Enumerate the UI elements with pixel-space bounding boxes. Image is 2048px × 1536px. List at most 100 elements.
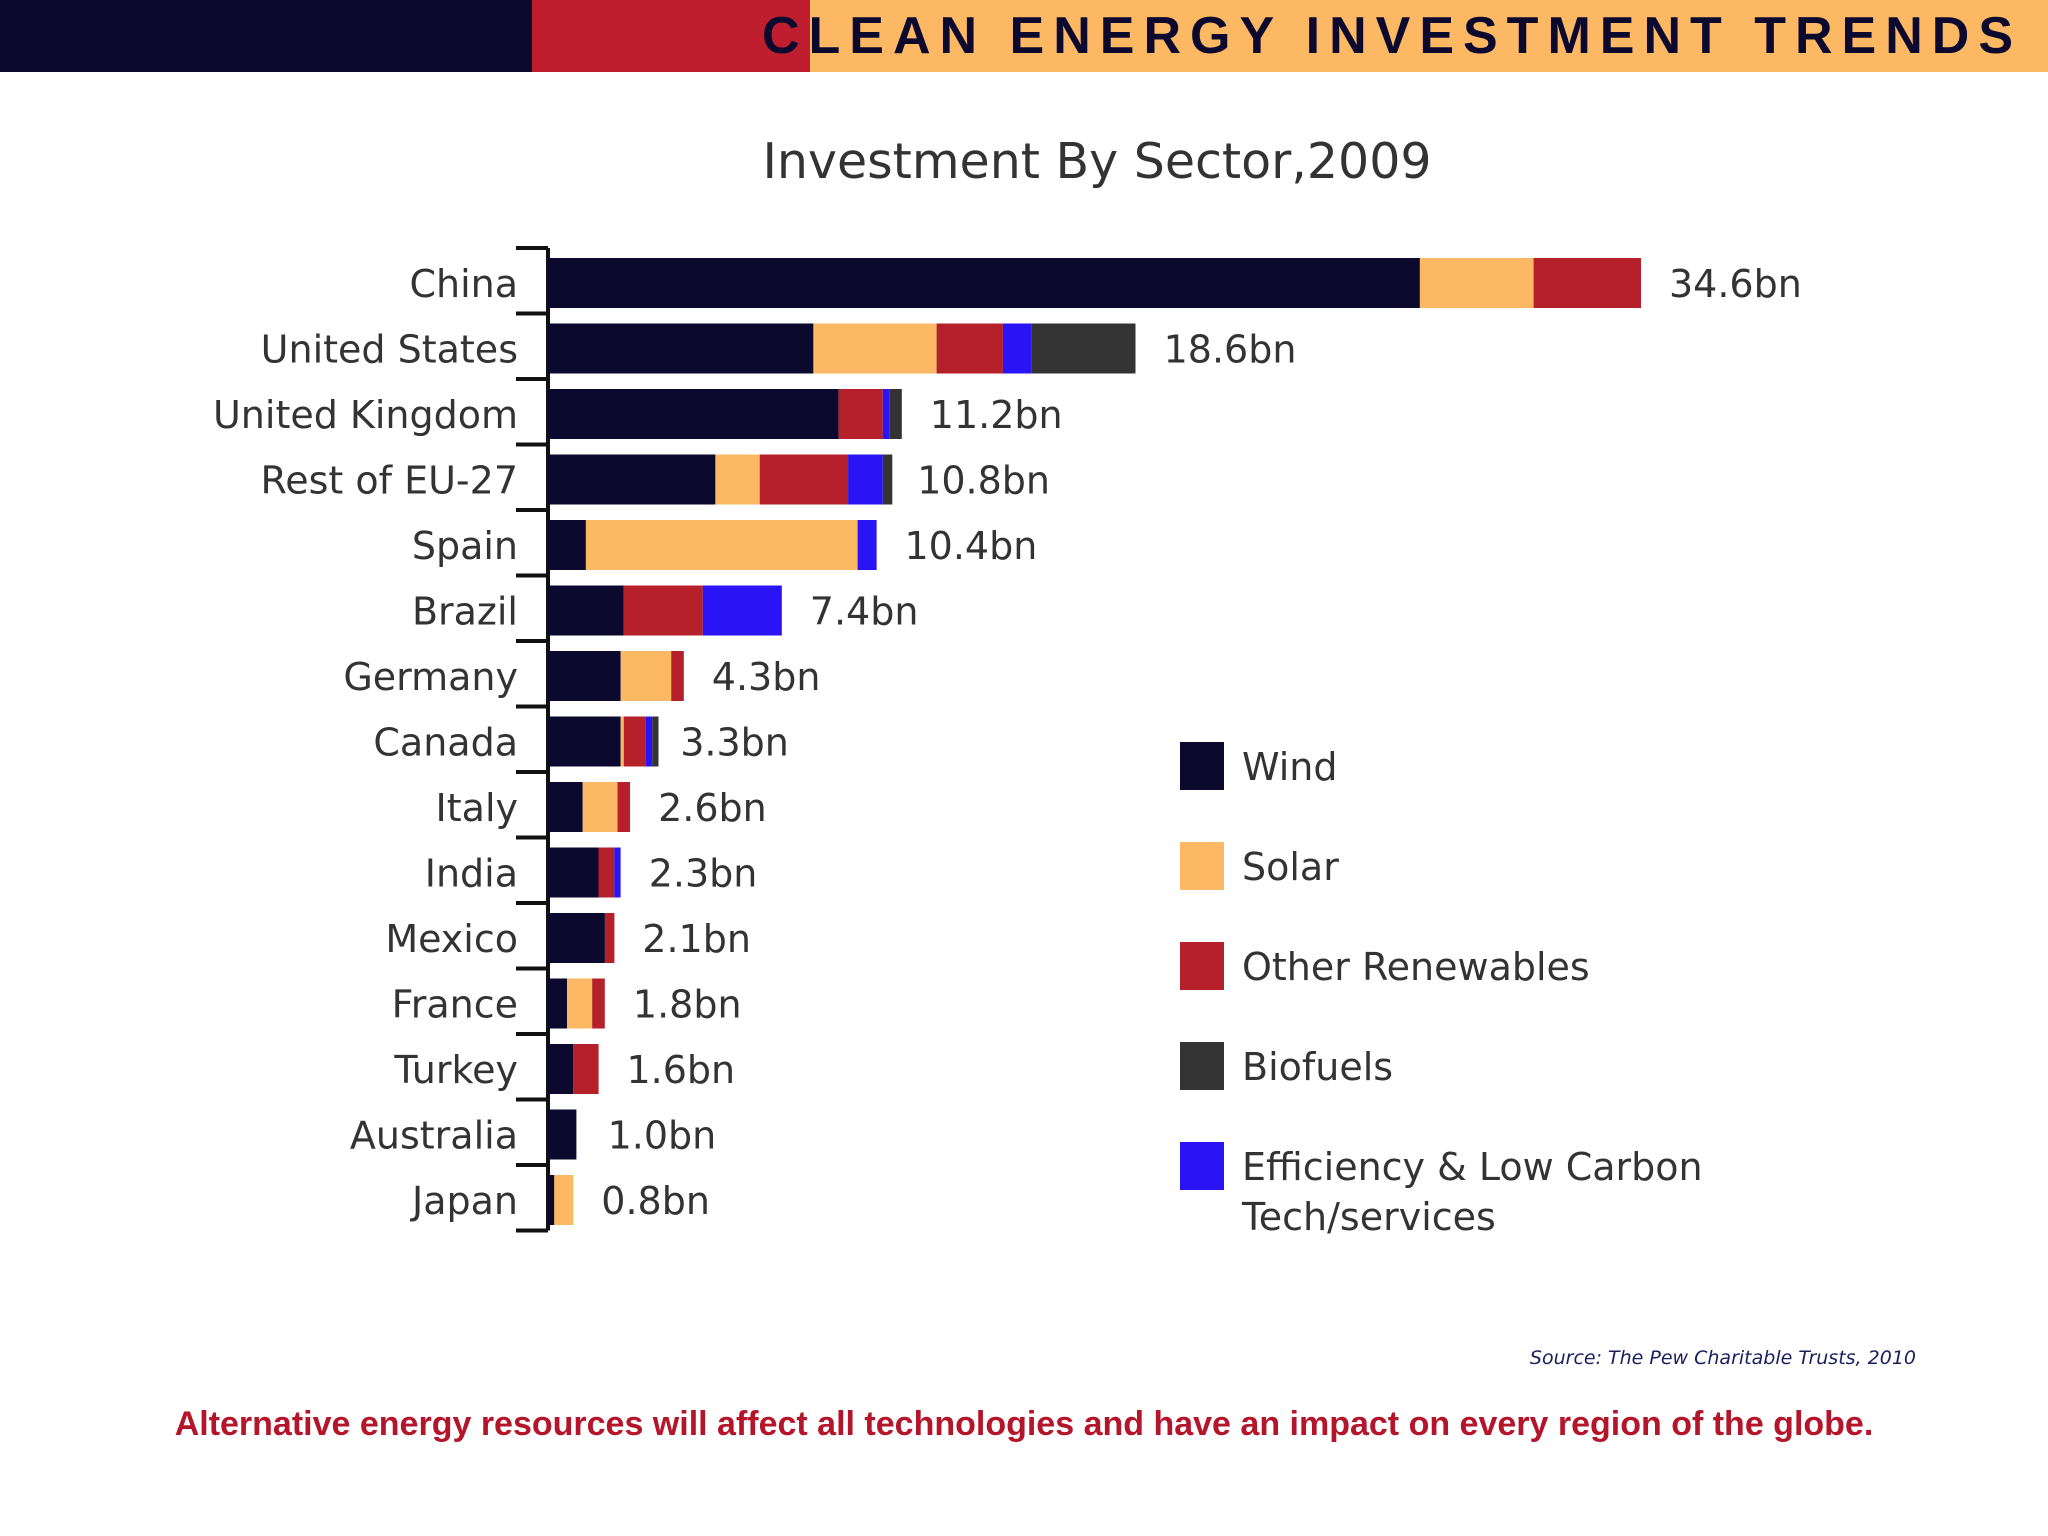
category-label-italy: Italy bbox=[436, 786, 518, 830]
bar-india-efficiency-low-carbon-tech-services bbox=[614, 847, 621, 898]
header-bar-orange-segment bbox=[810, 0, 2048, 72]
category-label-united-kingdom: United Kingdom bbox=[213, 393, 518, 437]
header-bar: CLEAN ENERGY INVESTMENT TRENDS bbox=[0, 0, 2048, 72]
bar-canada-efficiency-low-carbon-tech-services bbox=[645, 716, 653, 767]
total-label-mexico: 2.1bn bbox=[642, 917, 751, 961]
legend-label-wind: Wind bbox=[1242, 745, 1338, 789]
legend-swatch-biofuels bbox=[1180, 1042, 1224, 1090]
bar-canada-wind bbox=[548, 716, 621, 767]
bar-china-wind bbox=[548, 258, 1420, 308]
bar-brazil-efficiency-low-carbon-tech-services bbox=[702, 585, 782, 636]
y-axis bbox=[516, 246, 550, 1233]
total-label-turkey: 1.6bn bbox=[627, 1048, 736, 1092]
bar-spain-solar bbox=[585, 520, 858, 570]
bar-australia-wind bbox=[548, 1109, 577, 1160]
bar-france-other-renewables bbox=[592, 978, 605, 1029]
bar-rest-of-eu-27-solar bbox=[715, 454, 760, 505]
legend-label-biofuels: Biofuels bbox=[1242, 1045, 1393, 1089]
legend-label-efficiency-low-carbon: Efficiency & Low Carbon bbox=[1242, 1145, 1703, 1189]
legend-swatch-efficiency-low-carbon bbox=[1180, 1142, 1224, 1190]
bar-united-states-other-renewables bbox=[936, 323, 1003, 374]
bar-turkey-wind bbox=[548, 1044, 574, 1094]
bar-china-other-renewables bbox=[1533, 258, 1641, 308]
bar-united-states-biofuels bbox=[1031, 323, 1136, 374]
legend-swatch-other-renewables bbox=[1180, 942, 1224, 990]
category-label-australia: Australia bbox=[350, 1114, 518, 1158]
tagline: Alternative energy resources will affect… bbox=[174, 1405, 1874, 1443]
bar-united-kingdom-biofuels bbox=[889, 389, 902, 439]
bar-china-solar bbox=[1419, 258, 1534, 308]
total-label-china: 34.6bn bbox=[1669, 262, 1802, 306]
bar-canada-other-renewables bbox=[623, 716, 646, 767]
bar-spain-wind bbox=[548, 520, 586, 570]
investment-by-sector-chart: Investment By Sector,2009 China United St… bbox=[213, 133, 1802, 1239]
bar-united-kingdom-wind bbox=[548, 389, 839, 439]
total-value-labels: 34.6bn 18.6bn 11.2bn 10.8bn 10.4bn 7.4bn 4.3bn… bbox=[601, 262, 1802, 1223]
legend-label-other-renewables: Other Renewables bbox=[1242, 945, 1590, 989]
legend-label-solar: Solar bbox=[1242, 845, 1339, 889]
bar-mexico-wind bbox=[548, 913, 605, 963]
total-label-italy: 2.6bn bbox=[658, 786, 767, 830]
category-labels: China United States United Kingdom Rest of … bbox=[213, 262, 518, 1223]
total-label-brazil: 7.4bn bbox=[810, 590, 919, 634]
bar-rest-of-eu-27-wind bbox=[548, 454, 716, 505]
category-label-rest-of-eu-27: Rest of EU-27 bbox=[261, 459, 518, 503]
category-label-canada: Canada bbox=[373, 721, 518, 765]
bar-japan-solar bbox=[554, 1175, 574, 1225]
bar-italy-wind bbox=[548, 782, 583, 832]
bar-turkey-other-renewables bbox=[573, 1044, 599, 1094]
category-label-brazil: Brazil bbox=[412, 590, 518, 634]
legend: Wind Solar Other Renewables Biofuels Efficie… bbox=[1180, 742, 1703, 1239]
category-label-united-states: United States bbox=[261, 328, 518, 372]
total-label-germany: 4.3bn bbox=[712, 655, 821, 699]
category-label-germany: Germany bbox=[343, 655, 518, 699]
bar-spain-efficiency-low-carbon-tech-services bbox=[857, 520, 877, 570]
bar-united-kingdom-other-renewables bbox=[838, 389, 883, 439]
bar-germany-wind bbox=[548, 651, 621, 701]
bar-italy-solar bbox=[582, 782, 618, 832]
bar-rest-of-eu-27-other-renewables bbox=[759, 454, 849, 505]
legend-label-line2-tech-services: Tech/services bbox=[1241, 1195, 1496, 1239]
total-label-united-kingdom: 11.2bn bbox=[930, 393, 1063, 437]
category-label-china: China bbox=[409, 262, 518, 306]
bar-italy-other-renewables bbox=[617, 782, 631, 832]
bar-canada-biofuels bbox=[652, 716, 659, 767]
legend-swatch-wind bbox=[1180, 742, 1224, 790]
header-bar-navy-segment bbox=[0, 0, 532, 72]
bar-france-solar bbox=[567, 978, 593, 1029]
bar-brazil-wind bbox=[548, 585, 624, 636]
bar-germany-other-renewables bbox=[671, 651, 684, 701]
bar-united-states-efficiency-low-carbon-tech-services bbox=[1002, 323, 1032, 374]
bar-japan-wind bbox=[548, 1175, 555, 1225]
total-label-france: 1.8bn bbox=[633, 983, 742, 1027]
source-citation: Source: The Pew Charitable Trusts, 2010 bbox=[1529, 1347, 1916, 1369]
bar-united-states-wind bbox=[548, 323, 814, 374]
header-bar-red-segment bbox=[532, 0, 810, 72]
bar-germany-solar bbox=[620, 651, 672, 701]
category-label-turkey: Turkey bbox=[393, 1048, 518, 1092]
bar-brazil-other-renewables bbox=[623, 585, 703, 636]
bar-rest-of-eu-27-efficiency-low-carbon-tech-services bbox=[848, 454, 883, 505]
category-label-spain: Spain bbox=[412, 524, 518, 568]
bar-france-wind bbox=[548, 978, 567, 1029]
category-label-mexico: Mexico bbox=[385, 917, 518, 961]
total-label-japan: 0.8bn bbox=[601, 1179, 710, 1223]
bar-canada-solar bbox=[620, 716, 624, 767]
bar-india-other-renewables bbox=[598, 847, 615, 898]
total-label-canada: 3.3bn bbox=[680, 721, 789, 765]
total-label-spain: 10.4bn bbox=[905, 524, 1038, 568]
bar-india-wind bbox=[548, 847, 599, 898]
bar-united-kingdom-efficiency-low-carbon-tech-services bbox=[882, 389, 890, 439]
bar-rest-of-eu-27-biofuels bbox=[882, 454, 893, 505]
legend-swatch-solar bbox=[1180, 842, 1224, 890]
bar-mexico-other-renewables bbox=[604, 913, 615, 963]
category-label-france: France bbox=[392, 983, 518, 1027]
total-label-india: 2.3bn bbox=[649, 852, 758, 896]
total-label-united-states: 18.6bn bbox=[1164, 328, 1297, 372]
page-title: CLEAN ENERGY INVESTMENT TRENDS bbox=[761, 7, 2022, 65]
bar-united-states-solar bbox=[813, 323, 937, 374]
chart-title: Investment By Sector,2009 bbox=[762, 133, 1431, 190]
total-label-australia: 1.0bn bbox=[608, 1114, 717, 1158]
category-label-india: India bbox=[425, 852, 518, 896]
total-label-rest-of-eu-27: 10.8bn bbox=[917, 459, 1050, 503]
